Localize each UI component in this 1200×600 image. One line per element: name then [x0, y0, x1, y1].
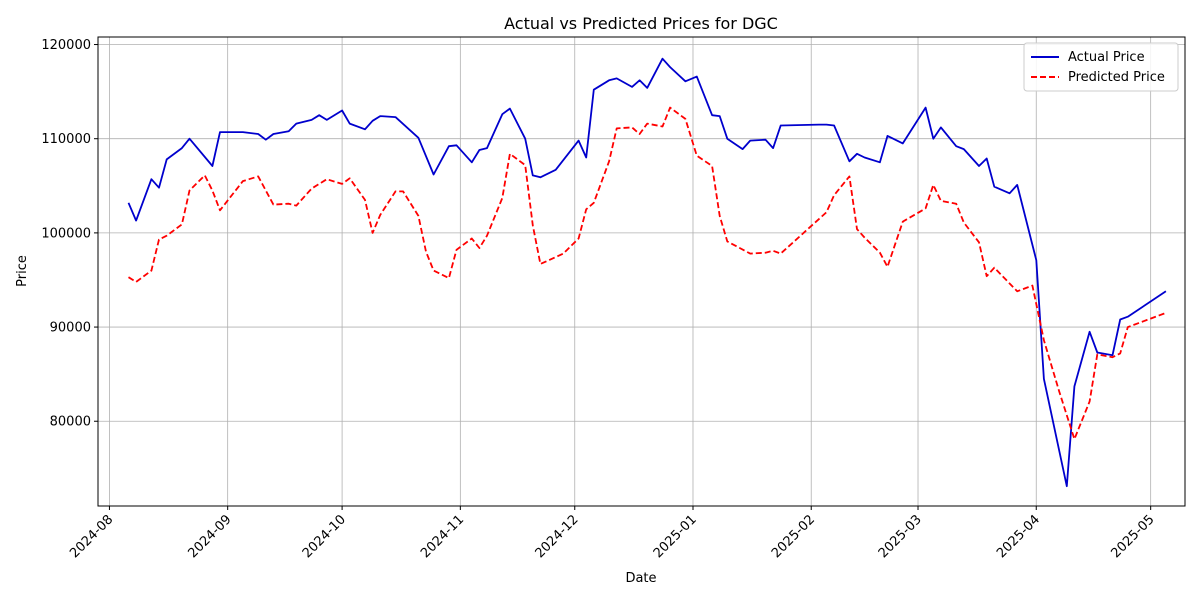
- y-axis-title: Price: [15, 255, 30, 287]
- legend-box: [1023, 42, 1179, 92]
- legend-label-actual: Actual Price: [1068, 50, 1145, 65]
- series-layer: [127, 57, 1167, 488]
- grid: [98, 37, 1185, 506]
- y-axis: 80000 90000 100000 110000 120000: [41, 38, 98, 430]
- plot-frame: [97, 36, 1186, 507]
- y-tick-label: 120000: [41, 38, 91, 53]
- series-line-predicted: [128, 106, 1167, 440]
- x-axis-title: Date: [625, 571, 656, 586]
- y-tick-label: 90000: [50, 321, 91, 336]
- chart-title: Actual vs Predicted Prices for DGC: [504, 14, 778, 33]
- series-line-actual: [127, 57, 1167, 488]
- y-tick-label: 80000: [50, 415, 91, 430]
- legend: Actual Price Predicted Price: [1023, 42, 1179, 92]
- y-tick-label: 110000: [41, 132, 91, 147]
- legend-label-predicted: Predicted Price: [1068, 70, 1165, 85]
- y-tick-label: 100000: [41, 226, 91, 241]
